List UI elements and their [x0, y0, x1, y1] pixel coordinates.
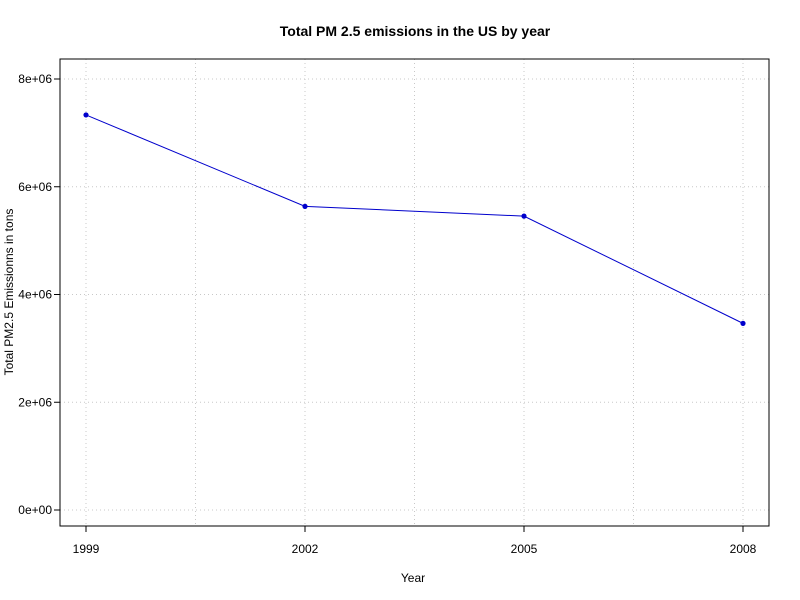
x-tick-label: 2005 — [511, 542, 538, 556]
series-line — [85, 114, 744, 324]
x-tick-label: 2008 — [730, 542, 757, 556]
x-tick-label: 1999 — [73, 542, 100, 556]
y-tick-label: 6e+06 — [18, 180, 52, 194]
x-tick-label: 2002 — [292, 542, 319, 556]
data-point — [302, 203, 308, 209]
data-point — [83, 112, 89, 118]
y-tick-label: 8e+06 — [18, 72, 52, 86]
y-axis: 0e+00 2e+06 4e+06 6e+06 8e+06 — [18, 72, 60, 517]
y-tick-label: 2e+06 — [18, 395, 52, 409]
chart-title: Total PM 2.5 emissions in the US by year — [280, 23, 551, 39]
data-point — [521, 213, 527, 219]
plot-frame — [59, 58, 770, 527]
y-axis-label: Total PM2.5 Emissionns in tons — [2, 209, 16, 376]
grid — [60, 59, 769, 526]
x-axis: 1999 2002 2005 2008 — [73, 526, 757, 556]
data-point — [740, 320, 746, 326]
y-tick-label: 4e+06 — [18, 288, 52, 302]
x-axis-label: Year — [401, 571, 425, 585]
series — [83, 112, 746, 326]
y-tick-label: 0e+00 — [18, 503, 52, 517]
